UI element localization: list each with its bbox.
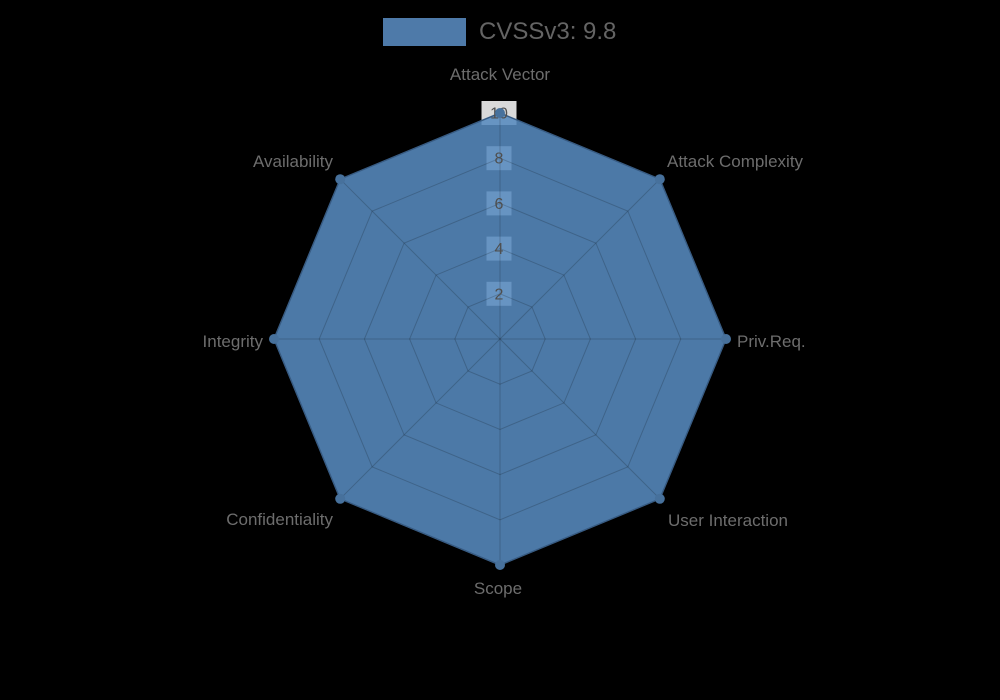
data-point-scope <box>495 560 505 570</box>
tick-label-8: 8 <box>495 151 504 168</box>
data-point-attack-vector <box>495 108 505 118</box>
axis-label-confidentiality: Confidentiality <box>226 510 333 529</box>
axis-spoke-availability <box>339 178 501 340</box>
data-point-attack-complexity <box>654 174 665 185</box>
tick-label-2: 2 <box>495 286 504 303</box>
axis-label-attack-vector: Attack Vector <box>450 65 550 84</box>
grid-ring <box>363 202 637 476</box>
data-point-availability <box>335 174 346 185</box>
axis-label-scope: Scope <box>474 579 522 598</box>
axis-label-user-interaction: User Interaction <box>668 511 788 530</box>
tick-label-4: 4 <box>495 241 504 258</box>
grid-ring <box>409 248 591 430</box>
grid-ring <box>318 157 682 521</box>
tick-label-6: 6 <box>495 196 504 213</box>
axis-label-integrity: Integrity <box>203 332 264 351</box>
legend-label: CVSSv3: 9.8 <box>479 18 617 45</box>
legend-swatch <box>383 18 466 46</box>
axis-label-priv-req: Priv.Req. <box>737 332 806 351</box>
axis-label-attack-complexity: Attack Complexity <box>667 152 804 171</box>
data-point-integrity <box>269 334 279 344</box>
grid-ring <box>454 293 546 385</box>
data-point-user-interaction <box>654 493 665 504</box>
data-point-priv-req <box>721 334 731 344</box>
axis-label-availability: Availability <box>253 152 334 171</box>
axis-spoke-user-interaction <box>499 338 661 500</box>
data-point-confidentiality <box>335 493 346 504</box>
legend-item-cvssv3[interactable]: CVSSv3: 9.8 <box>383 17 616 47</box>
axis-spoke-attack-complexity <box>499 178 661 340</box>
axis-spoke-confidentiality <box>339 338 501 500</box>
